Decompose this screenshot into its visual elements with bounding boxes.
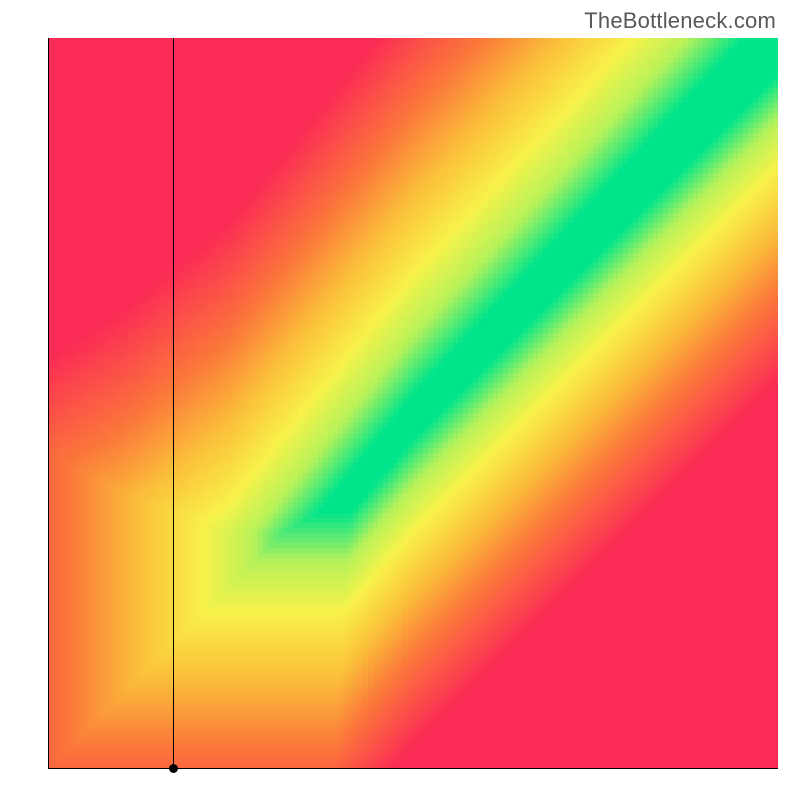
- watermark-label: TheBottleneck.com: [584, 8, 776, 34]
- bottleneck-heatmap: [48, 38, 778, 768]
- x-axis-marker-dot: [169, 764, 178, 773]
- x-tick-vertical-line: [173, 38, 174, 768]
- y-axis-line: [48, 38, 49, 769]
- x-axis-line: [48, 768, 778, 769]
